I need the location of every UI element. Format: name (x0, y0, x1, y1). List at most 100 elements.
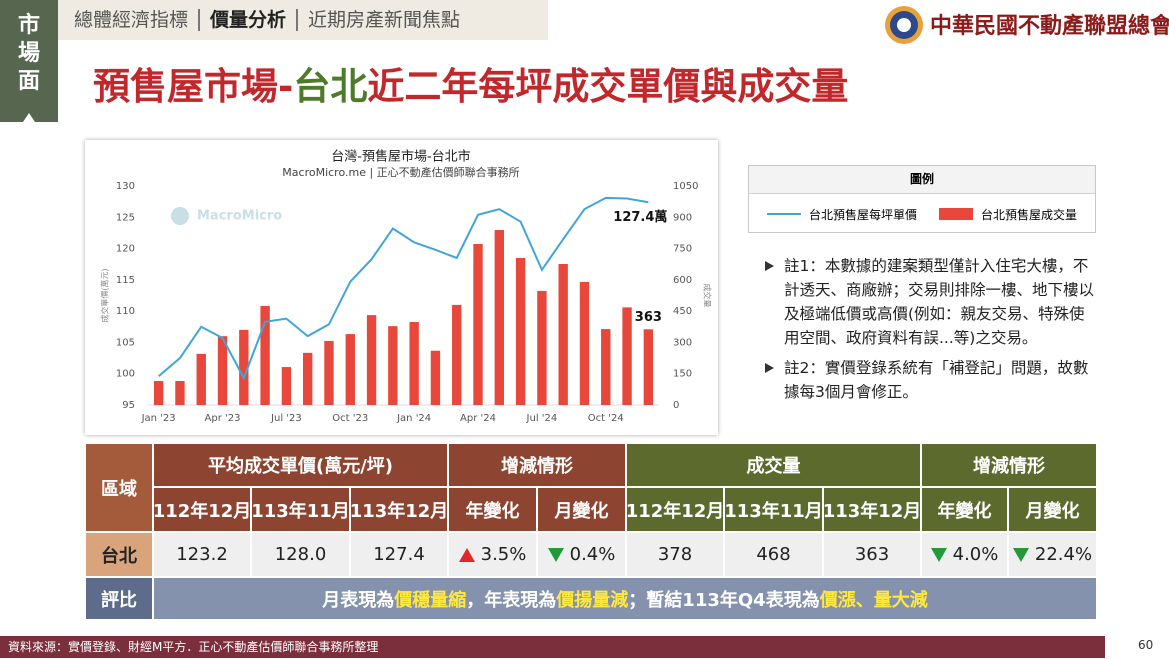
logo-center (897, 18, 911, 32)
logo (885, 6, 923, 44)
row-region: 台北 (85, 532, 153, 577)
cell-text: 4.0% (952, 544, 999, 565)
bar (217, 336, 228, 405)
legend-item: 台北預售屋成交量 (939, 206, 1077, 223)
bar (175, 381, 185, 405)
side-marker (23, 113, 35, 122)
org-name: 中華民國不動產聯盟總會 (930, 13, 1169, 39)
summary-table: 區域 平均成交單價(萬元/坪) 增減情形 成交量 增減情形 112年12月 113年11月 1… (85, 443, 1097, 620)
x-tick-label: Oct '23 (332, 413, 368, 424)
y2-tick-label: 300 (673, 337, 692, 348)
legend-title: 圖例 (749, 166, 1095, 194)
bar (409, 321, 419, 405)
watermark-icon (171, 207, 189, 225)
y2-tick-label: 750 (673, 244, 692, 255)
legend-label: 台北預售屋每坪單價 (808, 207, 917, 222)
tab: 價量分析 (198, 9, 296, 31)
trend-icon (458, 547, 475, 562)
bar (515, 257, 526, 405)
bar (643, 329, 654, 405)
eval-segment: ，年表現為 (466, 589, 557, 611)
note: 註2：實價登錄系統有「補登記」問題，故數據每3個月會修正。 (762, 356, 1098, 404)
data-cell: 127.4 (350, 532, 448, 577)
data-cell: 0.4% (537, 532, 626, 577)
note: 註1：本數據的建案類型僅計入住宅大樓，不計透天、商廠辦；交易則排除一樓、地下樓以… (762, 254, 1098, 350)
sub-header: 年變化 (921, 487, 1008, 532)
title-part: 近二年每坪成交單價與成交量 (367, 65, 849, 108)
data-label: 127.4萬 (613, 209, 667, 225)
y-tick-label: 120 (116, 244, 135, 255)
legend: 圖例 台北預售屋每坪單價 台北預售屋成交量 (748, 165, 1096, 233)
x-tick-label: Jul '24 (526, 413, 558, 424)
sub-header: 113年12月 (350, 487, 448, 532)
legend-box (939, 208, 973, 220)
y-tick-label: 125 (116, 212, 135, 223)
eval-text: 月表現為 價穩量縮 ，年表現為 價揚量減 ；暫結113年Q4表現為 價漲、量大減 (153, 577, 1097, 620)
trend-icon (930, 547, 947, 562)
page-number: 60 (1138, 638, 1154, 652)
bar (324, 340, 334, 405)
cell-text: 3.5% (480, 544, 527, 565)
trend-icon (547, 547, 564, 562)
sub-header: 月變化 (1008, 487, 1097, 532)
side-tab: 市場面 (0, 0, 58, 122)
bar (579, 281, 590, 405)
cell-text: 123.2 (176, 544, 228, 565)
cell-text: 22.4% (1034, 544, 1093, 565)
notes: 註1：本數據的建案類型僅計入住宅大樓，不計透天、商廠辦；交易則排除一樓、地下樓以… (762, 254, 1098, 410)
cell-text: 0.4% (569, 544, 616, 565)
legend-swatch (939, 208, 973, 220)
side-label: 市場面 (17, 13, 40, 94)
x-tick-label: Apr '24 (460, 413, 496, 424)
bar (452, 304, 462, 405)
eval-segment: 月表現為 (322, 589, 395, 611)
sub-header: 112年12月 (626, 487, 724, 532)
note-text: 註2：實價登錄系統有「補登記」問題，故數據每3個月會修正。 (784, 359, 1089, 401)
cell-text: 468 (756, 544, 791, 565)
note-text: 註1：本數據的建案類型僅計入住宅大樓，不計透天、商廠辦；交易則排除一樓、地下樓以… (784, 257, 1095, 347)
eval-highlight: 價揚量減 (556, 589, 629, 611)
tab: 近期房產新聞焦點 (296, 9, 470, 31)
bar (153, 381, 164, 405)
sub-header: 月變化 (537, 487, 626, 532)
bar (494, 230, 504, 405)
x-tick-label: Jul '23 (270, 413, 302, 424)
bar (388, 326, 398, 405)
data-cell: 3.5% (448, 532, 537, 577)
sub-header: 年變化 (448, 487, 537, 532)
data-cell: 128.0 (251, 532, 350, 577)
cell-text: 378 (657, 544, 693, 565)
group-header: 增減情形 (921, 443, 1097, 487)
watermark: MacroMicro (197, 209, 282, 224)
bar (366, 315, 377, 405)
y-tick-label: 100 (116, 369, 135, 380)
cell-text: 128.0 (274, 544, 327, 565)
y2-tick-label: 900 (673, 212, 692, 223)
bar (558, 264, 568, 405)
trend-icon (1012, 547, 1029, 562)
data-cell: 4.0% (921, 532, 1008, 577)
bar (260, 305, 270, 405)
y-axis-label: 成交單價(萬元) (100, 268, 110, 322)
bar (345, 334, 355, 405)
data-cell: 363 (823, 532, 921, 577)
cell-text: 127.4 (373, 544, 425, 565)
bar (601, 329, 611, 405)
x-tick-label: Apr '23 (205, 413, 241, 424)
sub-header: 113年12月 (823, 487, 921, 532)
group-header: 成交量 (626, 443, 921, 487)
eval-segment: ；暫結113年Q4表現為 (628, 589, 820, 611)
y2-tick-label: 1050 (673, 181, 698, 192)
eval-header: 評比 (85, 577, 153, 620)
y-tick-label: 95 (122, 400, 135, 411)
note-bullet (765, 363, 774, 373)
legend-items: 台北預售屋每坪單價 台北預售屋成交量 (749, 194, 1095, 234)
chart-subtitle: MacroMicro.me | 正心不動產估價師聯合事務所 (282, 165, 519, 179)
data-cell: 123.2 (153, 532, 251, 577)
slide-title: 預售屋市場-台北近二年每坪成交單價與成交量 (93, 56, 848, 110)
data-cell: 22.4% (1008, 532, 1097, 577)
bar (196, 353, 206, 405)
y-tick-label: 105 (116, 337, 135, 348)
legend-swatch (766, 213, 801, 215)
